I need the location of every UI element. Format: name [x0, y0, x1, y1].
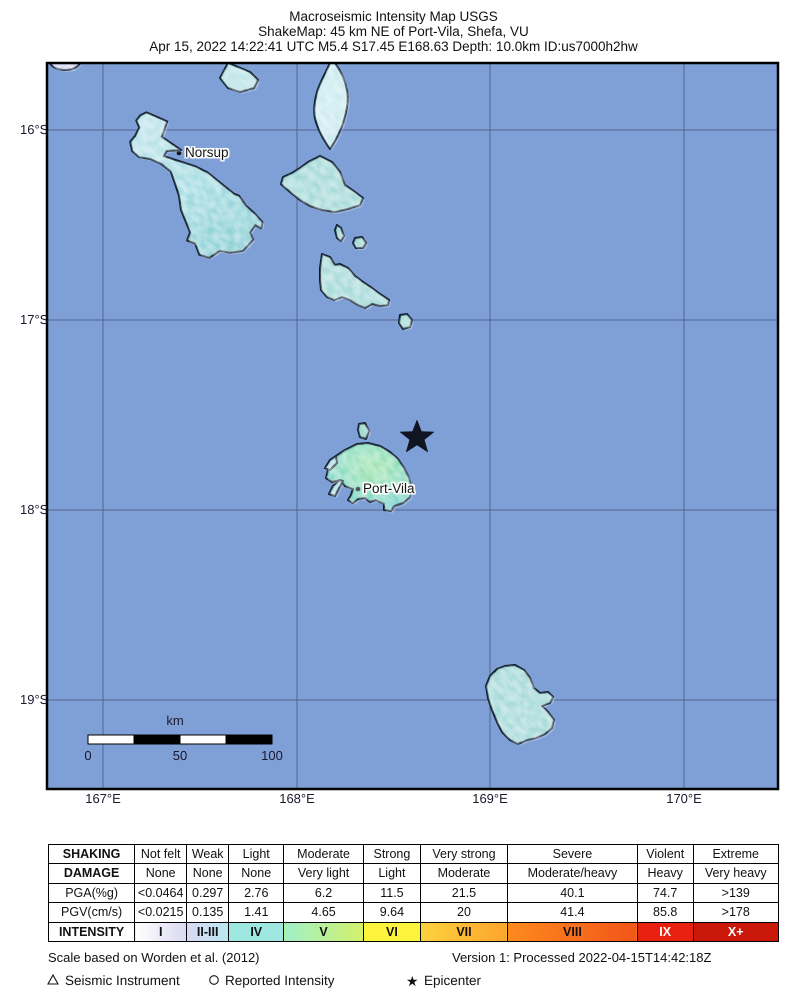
svg-text:0: 0	[84, 748, 91, 763]
svg-text:167°E: 167°E	[85, 791, 121, 806]
svg-text:50: 50	[173, 748, 187, 763]
svg-text:km: km	[166, 713, 183, 728]
svg-text:170°E: 170°E	[666, 791, 702, 806]
svg-text:100: 100	[261, 748, 283, 763]
svg-text:Epicenter: Epicenter	[424, 973, 482, 988]
svg-text:16°S: 16°S	[20, 122, 49, 137]
svg-text:Seismic Instrument: Seismic Instrument	[65, 973, 180, 988]
svg-text:17°S: 17°S	[20, 312, 49, 327]
svg-text:18°S: 18°S	[20, 502, 49, 517]
svg-text:19°S: 19°S	[20, 692, 49, 707]
svg-text:Reported Intensity: Reported Intensity	[225, 973, 335, 988]
svg-text:169°E: 169°E	[472, 791, 508, 806]
svg-text:168°E: 168°E	[279, 791, 315, 806]
svg-text:★: ★	[406, 973, 419, 989]
